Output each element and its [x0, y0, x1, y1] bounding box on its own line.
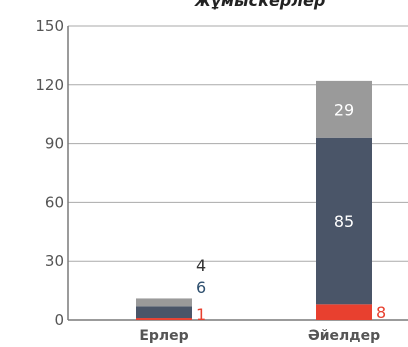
data-label: 29: [334, 100, 354, 119]
bar-segment: [136, 298, 192, 307]
y-tick-label: 90: [45, 135, 64, 153]
data-label: 6: [196, 278, 206, 297]
chart-title: жұмыскерлер: [194, 0, 326, 10]
x-category-label: Ерлер: [139, 328, 188, 344]
bar-segment: [316, 137, 372, 305]
data-label: 1: [196, 305, 206, 324]
y-tick-label: 60: [45, 193, 64, 211]
x-category-label: Әйелдер: [308, 328, 380, 344]
data-label: 8: [376, 303, 386, 322]
y-tick-label: 150: [35, 17, 64, 35]
y-tick-label: 120: [35, 76, 64, 94]
data-label: 85: [334, 212, 354, 231]
y-tick-label: 0: [54, 311, 64, 329]
bar-segment: [316, 304, 372, 320]
bar-segment: [136, 306, 192, 319]
bar-segment: [136, 318, 192, 320]
bar-segment: [316, 80, 372, 138]
data-label: 4: [196, 256, 206, 275]
y-tick-label: 30: [45, 252, 64, 270]
